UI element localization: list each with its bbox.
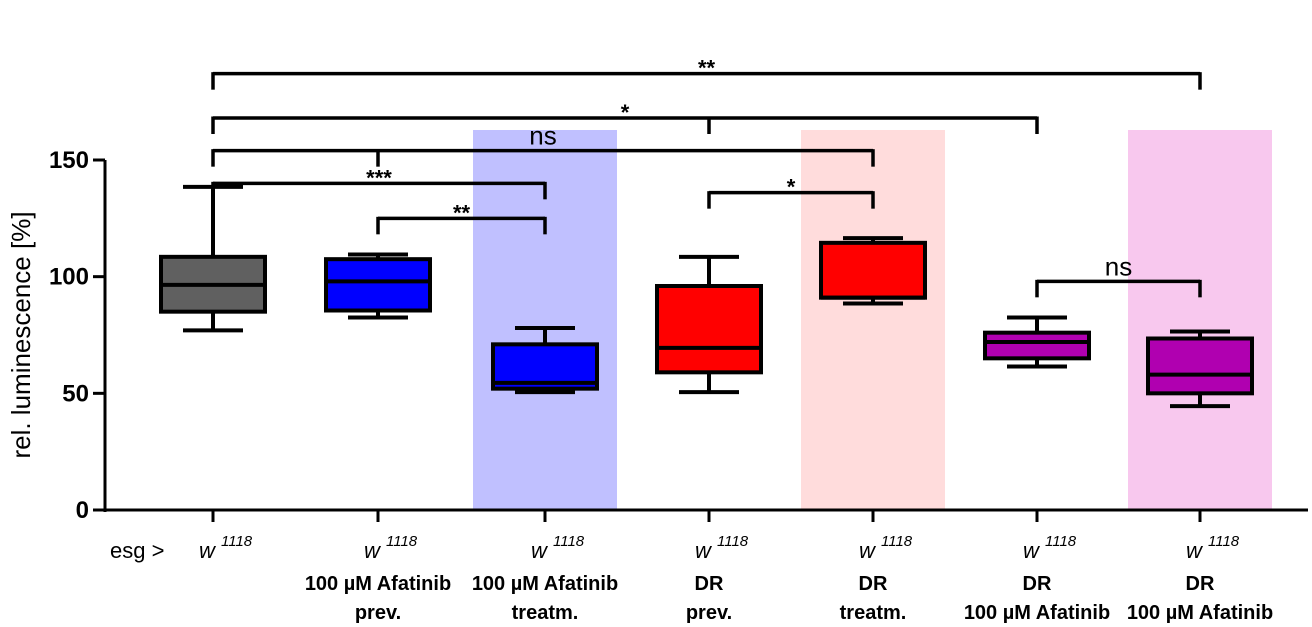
significance-label: *	[787, 175, 796, 200]
condition-line: prev.	[355, 602, 401, 624]
genotype-superscript: 1118	[717, 533, 749, 550]
category-label-4: w 1118 DR prev.	[686, 533, 749, 624]
genotype-label: w	[859, 538, 877, 563]
comparison-bracket-7: ns	[1035, 251, 1202, 298]
box-2	[324, 252, 432, 320]
significance-label: *	[621, 100, 630, 125]
boxes-layer	[159, 184, 1254, 409]
shading-layer	[473, 130, 1272, 510]
box-body	[324, 257, 432, 313]
genotype-label: w	[531, 538, 549, 563]
genotype-label: w	[199, 538, 217, 563]
condition-line: treatm.	[512, 602, 579, 624]
genotype-label: w	[1186, 538, 1204, 563]
comparison-bracket-2: *	[211, 100, 1039, 134]
condition-line: treatm.	[840, 602, 907, 624]
genotype-superscript: 1118	[221, 533, 253, 550]
category-label-5: w 1118 DR treatm.	[840, 533, 913, 624]
shade-column-7	[1128, 130, 1272, 510]
condition-line: 100 µM Afatinib	[1127, 602, 1273, 624]
box-3	[491, 326, 599, 395]
condition-line: DR	[1186, 573, 1215, 595]
comparison-bracket-6: *	[707, 175, 875, 209]
significance-label: ns	[529, 121, 556, 151]
y-tick-label-100: 100	[49, 264, 89, 291]
box-4	[655, 254, 763, 395]
comparison-bracket-1: **	[211, 56, 1202, 90]
genotype-superscript: 1118	[1045, 533, 1077, 550]
genotype-superscript: 1118	[553, 533, 585, 550]
genotype-label: w	[695, 538, 713, 563]
y-axis-label: rel. luminescence [%]	[6, 211, 36, 458]
genotype-label: w	[364, 538, 382, 563]
box-body	[819, 240, 927, 300]
condition-line: 100 µM Afatinib	[472, 573, 618, 595]
condition-line: DR	[859, 573, 888, 595]
y-tick-label-0: 0	[76, 497, 89, 524]
box-6	[983, 315, 1091, 369]
category-label-2: w 1118 100 µM Afatinib prev.	[305, 533, 451, 624]
significance-layer: ***ns******ns	[211, 56, 1202, 298]
box-7	[1146, 329, 1254, 409]
genotype-superscript: 1118	[386, 533, 418, 550]
comparison-bracket-3: ns	[211, 121, 875, 167]
category-label-1: w 1118	[199, 533, 253, 563]
y-tick-label-150: 150	[49, 147, 89, 174]
comparison-bracket-4: ***	[211, 165, 547, 200]
y-tick-label-50: 50	[62, 380, 89, 407]
condition-line: DR	[1023, 573, 1052, 595]
condition-line: DR	[695, 573, 724, 595]
significance-label: **	[698, 56, 716, 81]
box-body	[655, 284, 763, 375]
genotype-superscript: 1118	[1208, 533, 1240, 550]
box-body	[1146, 336, 1254, 396]
comparison-bracket-5: **	[376, 200, 547, 235]
box-5	[819, 236, 927, 306]
condition-line: prev.	[686, 602, 732, 624]
axes: rel. luminescence [%] esg > 0 50 100 150	[6, 147, 1308, 563]
significance-label: ***	[366, 165, 392, 190]
significance-label: **	[453, 200, 471, 225]
x-prefix-label: esg >	[110, 538, 164, 563]
shade-column-5	[801, 130, 945, 510]
condition-line: 100 µM Afatinib	[305, 573, 451, 595]
condition-line: 100 µM Afatinib	[964, 602, 1110, 624]
genotype-label: w	[1023, 538, 1041, 563]
box-body	[983, 330, 1091, 361]
genotype-superscript: 1118	[881, 533, 913, 550]
significance-label: ns	[1105, 251, 1132, 281]
category-label-3: w 1118 100 µM Afatinib treatm.	[472, 533, 618, 624]
box-1	[159, 184, 267, 333]
